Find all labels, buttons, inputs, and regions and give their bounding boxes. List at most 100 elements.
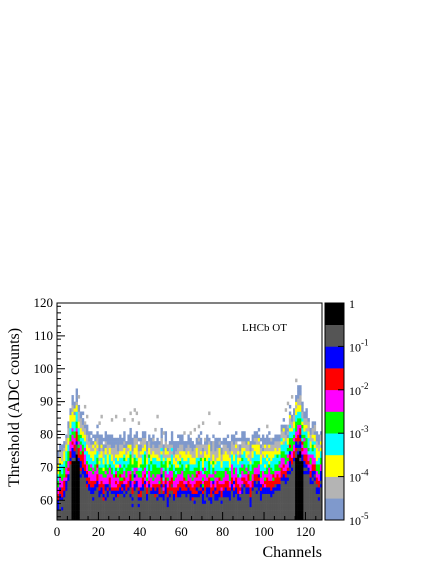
heatmap-cell	[222, 496, 225, 501]
heatmap-cell	[288, 506, 292, 511]
heatmap-cell	[156, 457, 159, 462]
heatmap-cell	[75, 480, 78, 485]
heatmap-cell	[222, 450, 225, 455]
heatmap-cell	[305, 477, 308, 481]
heatmap-cell	[168, 441, 172, 445]
heatmap-cell	[81, 411, 85, 416]
heatmap-cell	[131, 464, 134, 468]
heatmap-cell	[288, 404, 292, 409]
heatmap-cell	[148, 441, 151, 445]
heatmap-cell	[98, 490, 101, 494]
heatmap-cell	[172, 444, 176, 448]
heatmap-cell	[216, 437, 219, 442]
heatmap-cell	[127, 480, 130, 485]
heatmap-cell	[143, 487, 147, 491]
heatmap-cell	[206, 470, 209, 475]
heatmap-cell	[313, 434, 317, 439]
heatmap-cell	[143, 434, 147, 439]
heatmap-cell	[243, 483, 246, 488]
heatmap-cell	[301, 431, 304, 435]
heatmap-cell-outlier	[129, 411, 132, 416]
heatmap-cell	[232, 503, 236, 508]
heatmap-cell	[319, 500, 323, 504]
heatmap-cell	[127, 470, 130, 475]
heatmap-cell	[148, 510, 151, 514]
heatmap-cell	[276, 480, 279, 485]
heatmap-cell	[288, 431, 292, 435]
heatmap-cell	[272, 496, 275, 501]
heatmap-cell	[177, 473, 180, 478]
heatmap-cell	[251, 464, 254, 468]
heatmap-cell	[102, 496, 105, 501]
heatmap-cell	[299, 401, 302, 406]
heatmap-cell	[135, 460, 139, 465]
heatmap-cell	[303, 503, 306, 508]
heatmap-cell	[152, 457, 155, 462]
heatmap-cell	[206, 467, 209, 471]
heatmap-cell	[216, 444, 219, 448]
heatmap-cell	[206, 496, 209, 501]
heatmap-cell	[137, 444, 141, 448]
heatmap-cell	[303, 444, 306, 448]
heatmap-cell	[63, 454, 66, 458]
heatmap-cell	[313, 464, 317, 468]
heatmap-cell	[187, 473, 190, 478]
heatmap-cell	[125, 510, 128, 514]
heatmap-cell	[123, 503, 126, 508]
heatmap-cell	[65, 441, 68, 445]
heatmap-cell	[299, 460, 302, 465]
heatmap-cell	[106, 510, 110, 514]
heatmap-cell	[212, 473, 215, 478]
heatmap-cell	[108, 447, 112, 452]
heatmap-cell	[288, 483, 292, 488]
heatmap-cell	[104, 460, 107, 465]
heatmap-cell	[282, 467, 286, 471]
heatmap-cell	[81, 424, 85, 429]
heatmap-cell	[158, 510, 161, 514]
heatmap-cell	[259, 460, 263, 465]
heatmap-cell	[152, 516, 155, 521]
heatmap-cell	[199, 510, 203, 514]
heatmap-cell	[85, 483, 89, 488]
heatmap-cell	[75, 496, 78, 501]
heatmap-cell	[270, 467, 273, 471]
heatmap-cell	[203, 450, 207, 455]
heatmap-cell	[210, 506, 213, 511]
heatmap-cell	[315, 493, 319, 498]
heatmap-cell	[187, 503, 190, 508]
heatmap-cell	[253, 490, 257, 494]
heatmap-cell	[293, 427, 296, 432]
heatmap-cell	[270, 496, 273, 501]
heatmap-cell	[96, 441, 99, 445]
heatmap-cell	[170, 444, 174, 448]
heatmap-cell	[77, 434, 81, 439]
heatmap-cell	[228, 506, 232, 511]
heatmap-cell	[288, 510, 292, 514]
heatmap-cell	[96, 437, 99, 442]
heatmap-cell	[301, 503, 304, 508]
heatmap-cell	[137, 450, 141, 455]
heatmap-cell	[222, 447, 225, 452]
heatmap-cell	[214, 513, 217, 518]
heatmap-cell	[61, 493, 64, 498]
heatmap-cell	[189, 454, 192, 458]
heatmap-cell	[83, 427, 87, 432]
heatmap-cell	[303, 513, 306, 518]
heatmap-cell	[96, 460, 99, 465]
heatmap-cell	[119, 450, 122, 455]
heatmap-cell	[79, 434, 83, 439]
heatmap-cell	[160, 444, 163, 448]
heatmap-cell	[175, 477, 178, 481]
heatmap-cell	[206, 477, 209, 481]
heatmap-cell	[141, 434, 145, 439]
heatmap-cell	[150, 510, 153, 514]
heatmap-cell	[309, 447, 312, 452]
heatmap-cell	[218, 477, 221, 481]
heatmap-cell	[278, 510, 281, 514]
heatmap-cell	[63, 506, 66, 511]
heatmap-cell	[255, 464, 259, 468]
heatmap-cell	[77, 450, 81, 455]
heatmap-cell	[259, 473, 263, 478]
heatmap-cell	[288, 496, 292, 501]
heatmap-cell	[253, 454, 257, 458]
